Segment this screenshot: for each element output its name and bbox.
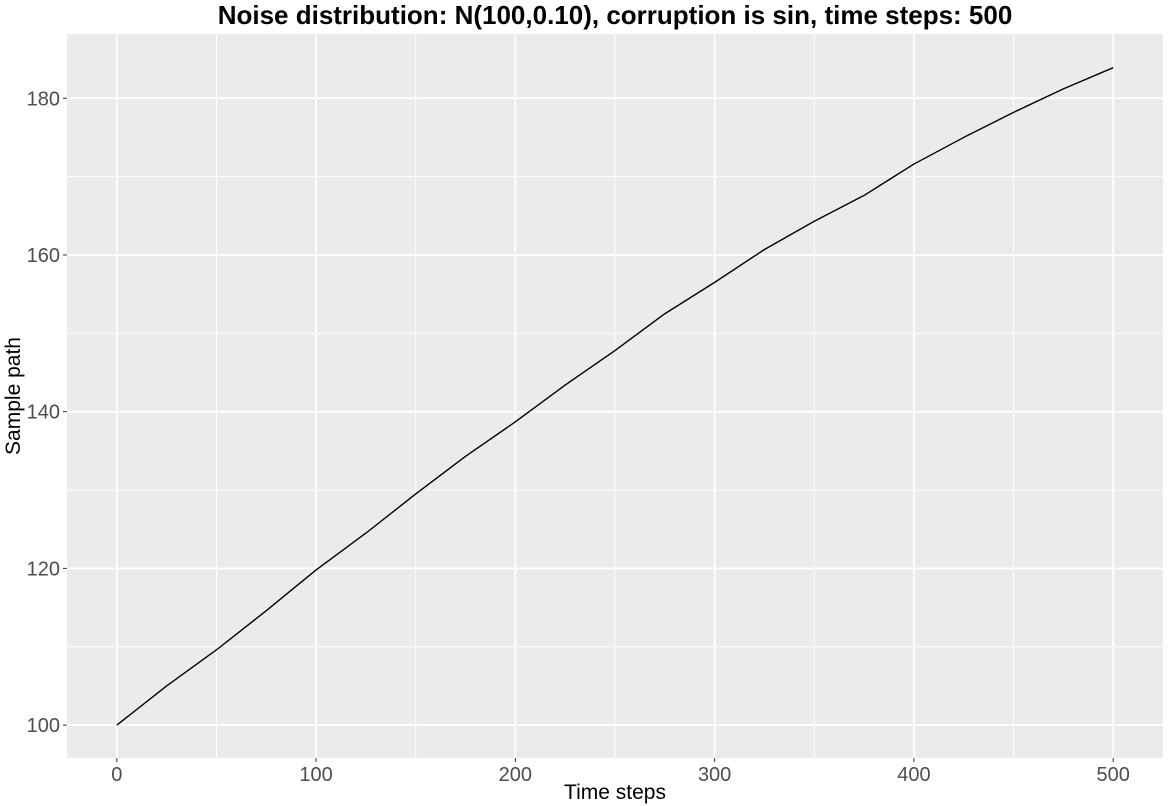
x-tick-label: 500 — [1096, 764, 1129, 786]
y-tick-label: 140 — [27, 402, 60, 424]
y-tick-label: 180 — [27, 88, 60, 110]
series-group — [116, 67, 1114, 726]
x-tick-label: 300 — [698, 764, 731, 786]
y-tick-label: 160 — [27, 245, 60, 267]
x-tick-label: 100 — [299, 764, 332, 786]
x-tick-label: 400 — [897, 764, 930, 786]
x-axis-title: Time steps — [564, 781, 666, 804]
chart-title: Noise distribution: N(100,0.10), corrupt… — [218, 0, 1013, 30]
y-tick-label: 100 — [27, 715, 60, 737]
y-tick-label: 120 — [27, 558, 60, 580]
minor-gridlines — [67, 34, 1163, 758]
y-axis-title: Sample path — [2, 337, 25, 455]
major-gridlines — [67, 34, 1163, 758]
tick-labels: 0 100 200 300 400 500 100 120 140 160 180 — [27, 88, 1130, 786]
sample-path-line — [116, 67, 1114, 726]
x-tick-label: 200 — [499, 764, 532, 786]
x-tick-label: 0 — [111, 764, 122, 786]
axis-tick-marks — [63, 97, 1114, 762]
